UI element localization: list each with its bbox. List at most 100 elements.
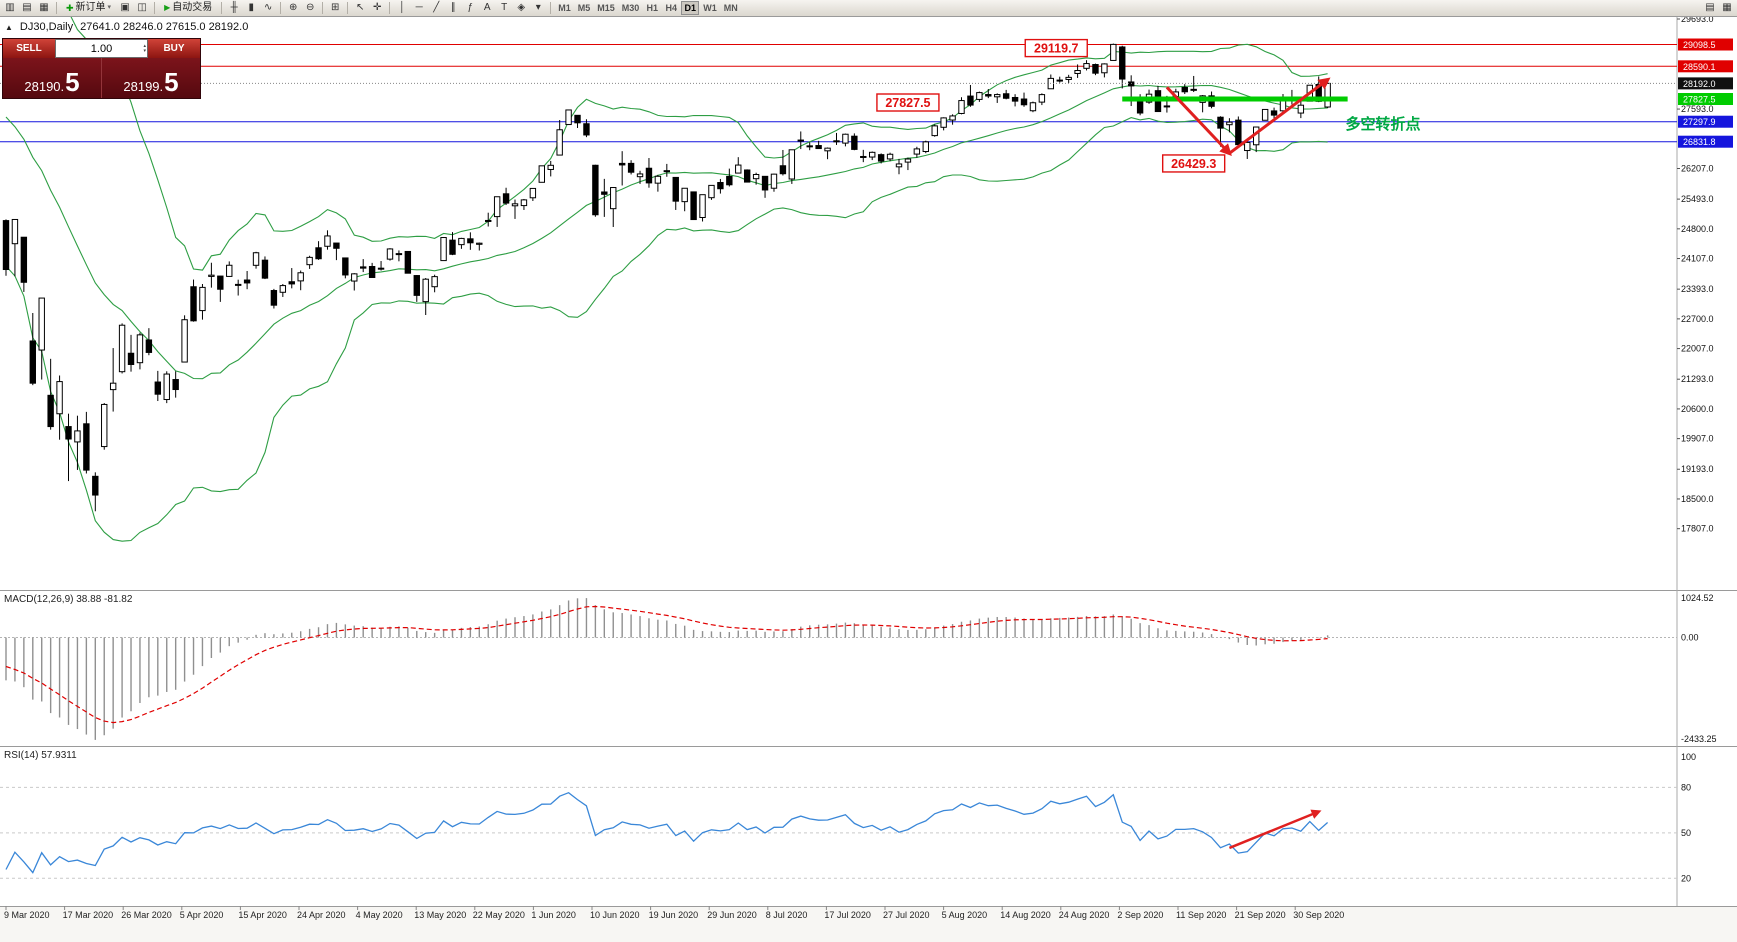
pivot-level-segment[interactable]: [1122, 96, 1348, 102]
chart-canvas[interactable]: 29693.0 27593.0 26207.0 25493.0 24800.0 24107…: [0, 17, 1737, 942]
candle-body: [377, 267, 385, 270]
time-label: 17 Mar 2020: [63, 910, 114, 920]
time-label: 14 Aug 2020: [1000, 910, 1051, 920]
timeframe-m30[interactable]: M30: [619, 1, 643, 15]
candle-body: [1092, 64, 1099, 74]
navigator-icon[interactable]: ▦: [36, 1, 52, 15]
timeframe-h1[interactable]: H1: [643, 1, 661, 15]
trend-arrow[interactable]: [1165, 86, 1232, 156]
buy-price[interactable]: 28199. 5: [102, 58, 200, 98]
price-axis-tag: [1678, 115, 1733, 128]
price-tick-label: 17807.0: [1681, 524, 1714, 534]
ohlc-values: 27641.0 28246.0 27615.0 28192.0: [80, 21, 249, 33]
candle-body: [1181, 86, 1188, 93]
macd-signal-line: [5, 605, 1328, 724]
zoom-out-icon[interactable]: ⊖: [302, 1, 318, 15]
timeframe-mn[interactable]: MN: [721, 1, 741, 15]
cursor-icon[interactable]: ↖: [352, 1, 368, 15]
window-menu-icon[interactable]: ▦: [1719, 1, 1735, 15]
candle-body: [967, 95, 974, 106]
sell-price[interactable]: 28190. 5: [3, 58, 101, 98]
chart-list-icon[interactable]: ▤: [1702, 1, 1718, 15]
autotrade-label: 自动交易: [172, 2, 213, 13]
horizontal-line-icon[interactable]: ─: [411, 1, 427, 15]
candle-body: [1029, 102, 1037, 112]
candle-body: [592, 164, 599, 216]
candle-body: [735, 164, 742, 174]
time-label: 5 Aug 2020: [942, 910, 988, 920]
candle-body: [1163, 105, 1171, 108]
time-label: 24 Aug 2020: [1059, 910, 1110, 920]
price-tick-label: 23393.0: [1681, 284, 1714, 294]
timeframe-w1[interactable]: W1: [700, 1, 720, 15]
candle-body: [1101, 63, 1108, 74]
autotrade-button[interactable]: ▶ 自动交易: [159, 1, 217, 15]
toolbar-separator: [154, 2, 156, 14]
candle-body: [306, 256, 313, 266]
candle-body: [976, 92, 983, 100]
text-tool-icon[interactable]: T: [496, 1, 512, 15]
zoom-in-icon[interactable]: ⊕: [285, 1, 301, 15]
buy-button[interactable]: BUY: [148, 39, 200, 58]
bar-chart-icon[interactable]: ╫: [226, 1, 242, 15]
candle-body: [815, 145, 822, 150]
candle-body: [877, 154, 885, 162]
time-label: 30 Sep 2020: [1293, 910, 1344, 920]
more-tools-caret-icon[interactable]: ▾: [530, 1, 546, 15]
macd-axis-top-label: 1024.52: [1681, 593, 1714, 603]
vertical-line-icon[interactable]: │: [394, 1, 410, 15]
timeframe-d1[interactable]: D1: [681, 1, 700, 15]
candle-body: [502, 193, 510, 204]
macd-label: MACD(12,26,9) 38.88 -81.82: [4, 594, 133, 605]
candle-body: [743, 169, 751, 183]
trend-arrow[interactable]: [1228, 77, 1331, 155]
tile-windows-icon[interactable]: ⊞: [327, 1, 343, 15]
candle-body: [333, 242, 340, 249]
candle-body: [404, 250, 412, 274]
time-label: 11 Sep 2020: [1176, 910, 1226, 920]
volume-input[interactable]: 1.00 ▴ ▾: [55, 39, 148, 58]
chart-profiles-icon[interactable]: ◫: [134, 1, 150, 15]
candle-body: [440, 237, 447, 262]
candle-body: [1261, 108, 1269, 121]
candle-body: [922, 141, 929, 153]
volume-up-icon[interactable]: ▴: [143, 42, 146, 49]
candle-body: [824, 147, 831, 152]
rsi-trend-arrow[interactable]: [1228, 809, 1322, 850]
price-tick-label: 26207.0: [1681, 163, 1714, 173]
price-tick-label: 27593.0: [1681, 104, 1714, 114]
bollinger-upper-band: [70, 17, 1328, 271]
candle-body: [190, 286, 197, 322]
candle-body: [779, 165, 787, 175]
channel-icon[interactable]: ∥: [445, 1, 461, 15]
timeframe-m1[interactable]: M1: [555, 1, 574, 15]
shapes-tool-icon[interactable]: ◈: [513, 1, 529, 15]
text-label-icon[interactable]: A: [479, 1, 495, 15]
market-watch-icon[interactable]: ▥: [2, 1, 18, 15]
timeframe-h4[interactable]: H4: [662, 1, 680, 15]
sell-button[interactable]: SELL: [3, 39, 55, 58]
one-click-collapse-icon[interactable]: ▲: [5, 22, 13, 32]
trendline-icon[interactable]: ╱: [428, 1, 444, 15]
candle-body: [574, 114, 581, 124]
new-order-button[interactable]: ✚ 新订单 ▾: [61, 1, 116, 15]
price-tag-box[interactable]: [1024, 38, 1088, 58]
timeframe-m15[interactable]: M15: [594, 1, 618, 15]
fibonacci-icon[interactable]: ƒ: [462, 1, 478, 15]
candle-body: [663, 170, 671, 173]
toolbar-separator: [280, 2, 282, 14]
crosshair-icon[interactable]: ✛: [369, 1, 385, 15]
new-chart-icon[interactable]: ▣: [117, 1, 133, 15]
data-window-icon[interactable]: ▤: [19, 1, 35, 15]
price-tick-label: 18500.0: [1681, 494, 1714, 504]
price-tag-box[interactable]: [1161, 154, 1226, 173]
candle-body: [806, 145, 813, 148]
volume-down-icon[interactable]: ▾: [143, 47, 146, 54]
line-chart-icon[interactable]: ∿: [260, 1, 276, 15]
price-axis-tag-label: 29098.5: [1683, 40, 1716, 50]
candlestick-chart-icon[interactable]: ▮: [243, 1, 259, 15]
timeframe-m5[interactable]: M5: [575, 1, 594, 15]
price-tick-label: 25493.0: [1681, 194, 1714, 204]
price-tick-label: 21293.0: [1681, 374, 1714, 384]
price-tag-box[interactable]: [876, 93, 940, 112]
